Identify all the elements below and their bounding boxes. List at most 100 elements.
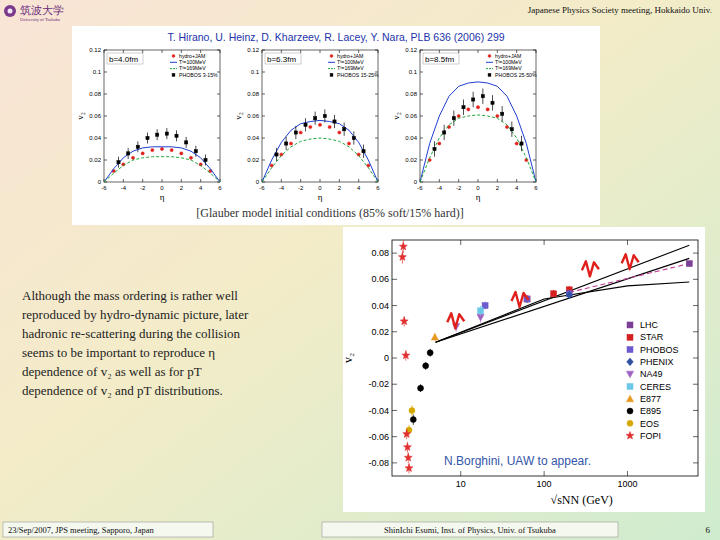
x-tick-label: 4 <box>515 185 519 191</box>
annotation: N.Borghini, UAW to appear. <box>444 454 591 468</box>
header: Japanese Physics Society meeting, Hokkai… <box>528 5 712 15</box>
x-tick <box>420 50 421 53</box>
data-point <box>686 261 692 267</box>
data-point <box>204 158 207 161</box>
legend-swatch <box>486 68 493 69</box>
legend-swatch <box>330 55 333 58</box>
y-tick-label: 0.1 <box>251 69 260 75</box>
y-tick <box>217 94 220 95</box>
data-point <box>117 161 120 164</box>
legend-label: hydro+JAM <box>179 53 205 59</box>
x-tick-label: -2 <box>298 185 304 191</box>
footer-box <box>3 522 213 537</box>
y-tick <box>375 116 378 117</box>
x-tick <box>200 179 201 182</box>
x-tick-label: 0 <box>318 185 322 191</box>
y-tick <box>104 94 107 95</box>
x-tick-label: 1000 <box>618 479 638 489</box>
legend-swatch <box>626 371 633 378</box>
y-tick <box>693 331 698 332</box>
data-point <box>318 123 321 126</box>
y-tick-label: 0.04 <box>247 135 259 141</box>
legend: hydro+JAMTᶠ=100MeVTᶠ=169MeVPHOBOS 3-15% <box>170 53 218 78</box>
body-text: seems to be important to reproduce η <box>22 345 215 360</box>
x-tick <box>358 179 359 182</box>
y-tick-label: 0.1 <box>409 69 418 75</box>
legend-swatch <box>627 322 633 328</box>
y-tick <box>693 384 698 385</box>
x-tick-label: -2 <box>456 185 462 191</box>
y-tick <box>420 138 423 139</box>
y-tick <box>420 50 423 51</box>
y-tick-label: 0.02 <box>371 327 389 337</box>
y-tick-label: -0.08 <box>368 458 389 468</box>
x-tick <box>460 471 461 476</box>
data-point <box>362 150 365 153</box>
y-tick-label: 0.06 <box>247 113 259 119</box>
legend-swatch <box>172 74 175 77</box>
y-tick <box>262 116 265 117</box>
x-tick <box>300 179 301 182</box>
legend-swatch <box>627 334 633 340</box>
x-tick <box>516 179 517 182</box>
data-point <box>343 128 346 131</box>
logo: 筑波大学University of Tsukuba <box>4 4 64 22</box>
body-text: dependence of v₂ as well as for pT <box>22 364 202 379</box>
body-text: hadronic re-scattering during the collis… <box>22 326 241 341</box>
legend-label: NA49 <box>640 369 663 379</box>
series-line <box>420 82 536 182</box>
data-point <box>403 443 411 451</box>
logo-mark <box>4 5 16 17</box>
x-axis-label: √sNN (GeV) <box>551 493 613 507</box>
y-tick <box>262 50 265 51</box>
legend-label: Tᶠ=169MeV <box>337 65 364 71</box>
y-tick <box>104 72 107 73</box>
x-tick <box>162 179 163 182</box>
data-point <box>399 242 407 250</box>
y-tick <box>533 94 536 95</box>
y-axis-label: v₂ <box>75 112 85 120</box>
figure-panel <box>72 26 600 225</box>
y-tick <box>104 138 107 139</box>
x-tick <box>181 179 182 182</box>
series-line <box>436 258 690 342</box>
y-axis-label: v₂ <box>341 353 355 363</box>
legend-swatch <box>170 68 177 69</box>
body-text: reproduced by hydro-dynamic picture, lat… <box>22 307 249 322</box>
x-tick <box>320 50 321 53</box>
x-tick <box>142 179 143 182</box>
y-tick <box>104 160 107 161</box>
legend-swatch <box>172 55 175 58</box>
series-line <box>436 245 690 342</box>
data-point <box>520 142 523 145</box>
data-point <box>457 114 460 117</box>
logo-text: 筑波大学 <box>20 4 64 16</box>
plot-data <box>262 109 378 182</box>
data-point <box>404 453 412 461</box>
x-axis-label: η <box>160 192 165 202</box>
data-point <box>438 142 441 145</box>
x-tick-label: 0 <box>160 185 164 191</box>
chart: -6-4-2024600.020.040.060.080.10.12ηv₂b=4… <box>75 47 222 202</box>
data-point <box>418 385 424 391</box>
footer: ShinIchi Esumi, Inst. of Physics, Univ. … <box>384 525 556 535</box>
y-tick <box>375 50 378 51</box>
y-tick-label: -0.04 <box>368 406 389 416</box>
y-axis-label: v₂ <box>391 112 401 120</box>
y-tick-label: 0.06 <box>89 113 101 119</box>
data-point <box>299 131 302 134</box>
figure-panel <box>343 227 705 512</box>
y-tick <box>392 462 397 463</box>
x-tick <box>262 50 263 53</box>
y-tick <box>217 160 220 161</box>
data-point <box>270 164 273 167</box>
reference: T. Hirano, U. Heinz, D. Kharzeev, R. Lac… <box>167 31 504 43</box>
data-point <box>289 142 292 145</box>
y-tick <box>104 50 107 51</box>
series-line <box>420 115 536 182</box>
data-point <box>462 106 465 109</box>
x-tick-label: -6 <box>259 185 265 191</box>
y-tick <box>392 331 397 332</box>
legend: LHCSTARPHOBOSPHENIXNA49CERESE877E895EOSF… <box>626 320 679 441</box>
legend-label: Tᶠ=100MeV <box>179 59 206 65</box>
